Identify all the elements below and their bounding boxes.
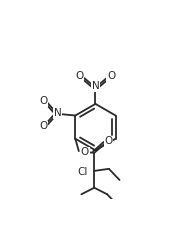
Text: O: O	[107, 71, 115, 81]
Text: O: O	[40, 121, 48, 131]
Text: Cl: Cl	[77, 166, 87, 177]
Text: O: O	[76, 71, 84, 81]
Text: N: N	[54, 108, 62, 118]
Text: O: O	[40, 96, 48, 106]
Text: O: O	[81, 148, 89, 157]
Text: O: O	[104, 136, 112, 146]
Text: N: N	[92, 81, 99, 91]
